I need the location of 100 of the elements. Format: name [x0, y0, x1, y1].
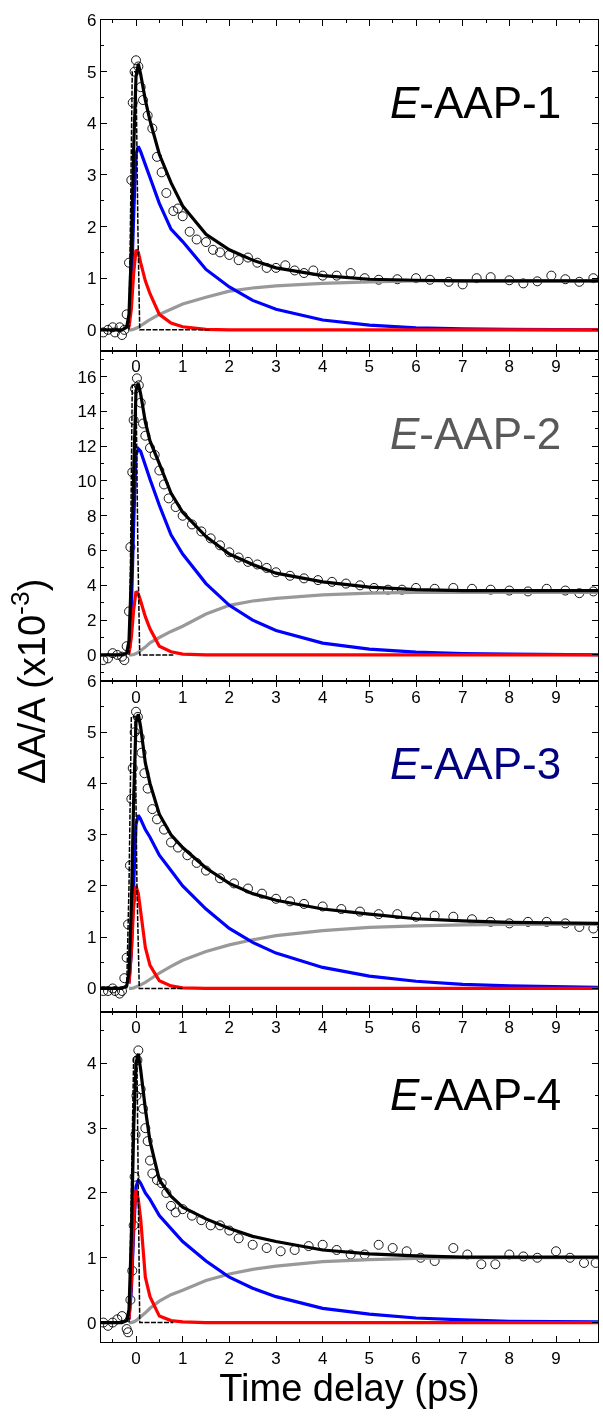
point	[138, 1103, 148, 1114]
x-tick-label: 7	[457, 357, 468, 376]
y-tick-label: 3	[87, 1119, 97, 1139]
point	[152, 814, 162, 825]
point	[133, 1045, 144, 1056]
point	[574, 276, 585, 287]
y-tick-label: 10	[77, 471, 97, 491]
point	[299, 898, 309, 909]
point	[127, 97, 138, 108]
point	[138, 418, 148, 429]
point	[139, 768, 150, 779]
x-axis-title: Time delay (ps)	[219, 1367, 480, 1410]
x-tick-label: 8	[504, 1348, 515, 1368]
point	[289, 1245, 300, 1255]
x-tick-label: 9	[551, 357, 561, 376]
point	[131, 706, 141, 717]
point	[392, 274, 403, 285]
x-tick-label: 3	[271, 357, 281, 376]
point	[129, 1171, 140, 1182]
y-tick-label: 16	[77, 367, 97, 387]
point	[127, 1265, 138, 1276]
point	[142, 110, 153, 121]
point	[119, 324, 130, 335]
y-tick-label: 1	[87, 928, 97, 948]
y-tick-label: 5	[87, 62, 97, 82]
x-tick-label: 8	[504, 687, 515, 707]
point	[532, 276, 543, 287]
y-tick-label: 6	[87, 671, 97, 691]
point	[317, 901, 328, 912]
y-tick-label: 6	[87, 541, 97, 561]
point	[147, 804, 158, 815]
point	[154, 465, 165, 476]
point	[135, 1084, 146, 1095]
point	[107, 322, 118, 333]
point	[149, 449, 160, 460]
x-tick-label: 2	[224, 1018, 235, 1037]
point	[233, 255, 244, 266]
y-tick-label: 4	[87, 1054, 97, 1074]
y-tick-label: 1	[87, 269, 97, 289]
point	[107, 1317, 118, 1328]
x-tick-label: 6	[411, 1018, 421, 1037]
point	[471, 273, 482, 284]
point	[476, 1259, 487, 1270]
point	[565, 1252, 575, 1263]
point	[130, 1129, 141, 1140]
point	[271, 893, 281, 904]
point	[145, 1155, 155, 1166]
point	[341, 578, 351, 589]
x-tick-label: 2	[224, 687, 235, 707]
point	[161, 188, 172, 198]
x-tick-label: 0	[131, 1018, 141, 1037]
point	[191, 857, 202, 868]
point	[415, 1252, 426, 1263]
point	[313, 575, 323, 586]
point	[299, 268, 309, 278]
point	[215, 1220, 225, 1231]
y-tick-label: 8	[87, 506, 97, 526]
y-tick-label: 0	[87, 1313, 97, 1333]
point	[129, 727, 140, 738]
point	[462, 1249, 473, 1260]
point	[215, 540, 225, 551]
text: E-AAP-2	[390, 409, 562, 458]
point	[177, 1204, 188, 1215]
point	[173, 842, 183, 853]
x-tick-label: 8	[504, 1018, 515, 1037]
point	[201, 237, 211, 247]
point	[336, 904, 347, 914]
text: E-AAP-4	[390, 1070, 562, 1119]
x-tick-label: 4	[317, 1348, 328, 1368]
x-tick-label: 7	[457, 1348, 468, 1368]
point	[373, 1239, 384, 1250]
point	[123, 1327, 134, 1338]
point	[125, 1294, 136, 1305]
x-tick-label: 0	[131, 687, 141, 707]
point	[184, 226, 195, 237]
x-tick-label: 4	[317, 1018, 328, 1037]
point	[308, 265, 319, 276]
point	[392, 909, 403, 920]
point	[205, 1220, 216, 1231]
point	[136, 747, 147, 758]
x-tick-label: 6	[411, 687, 421, 707]
point	[448, 1243, 459, 1253]
point	[170, 1207, 181, 1218]
point	[140, 430, 151, 441]
point	[327, 576, 337, 587]
point	[131, 1090, 142, 1101]
point	[243, 556, 253, 567]
point	[159, 479, 169, 490]
point	[177, 211, 188, 222]
x-tick-label: 5	[364, 1018, 375, 1037]
x-tick-label: 1	[177, 357, 188, 376]
x-tick-label: 3	[271, 1018, 281, 1037]
point	[411, 911, 421, 922]
point	[252, 559, 263, 570]
point	[156, 1178, 167, 1189]
point	[215, 247, 225, 258]
point	[208, 244, 218, 255]
point	[159, 824, 169, 835]
point	[224, 547, 235, 558]
y-tick-label: 4	[87, 576, 97, 596]
